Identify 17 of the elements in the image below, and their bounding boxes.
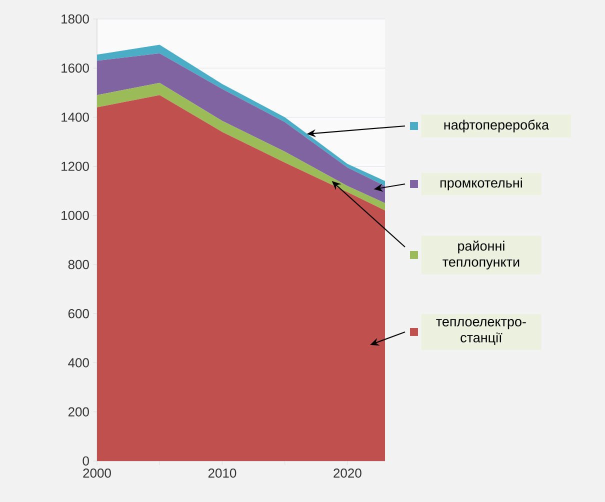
y-tick-label: 1600 [62,63,89,73]
x-tick-label: 2020 [334,468,362,478]
x-tick-label: 2010 [208,468,236,478]
legend-label: теплоелектро-станції [436,319,526,345]
y-tick-label: 400 [68,358,89,368]
y-tick-label: 1800 [62,14,89,24]
y-tick-label: 1400 [62,112,89,122]
legend-label: промкотельні [440,178,522,190]
y-tick-label: 1000 [62,210,89,220]
y-tick-label: 200 [68,407,89,416]
y-tick-label: 1200 [62,162,89,171]
y-tick-label: 800 [68,260,89,270]
text: районні теплопункти [442,240,520,270]
legend-label: нафтопереробка [444,120,549,132]
y-tick-label: 0 [82,456,89,466]
y-tick-label: 600 [68,309,89,318]
x-tick-label: 2000 [83,468,111,478]
